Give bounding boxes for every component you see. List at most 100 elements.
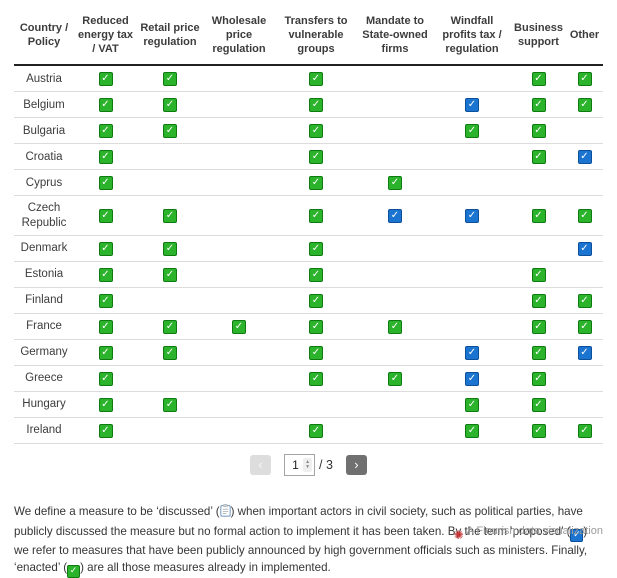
policy-cell: ✓ [74,117,137,145]
policy-cell: ✓ [433,195,511,236]
policy-cell [357,91,433,119]
page-number-input[interactable]: 1 ▲ ▼ [284,453,316,476]
enacted-check-icon: ✓ [98,267,113,282]
enacted-check-icon: ✓ [465,397,479,412]
enacted-check-icon: ✓ [309,241,323,256]
policy-cell: ✓ [566,287,603,314]
policy-cell: ✓ [74,417,137,444]
policy-cell: ✓ [74,65,137,93]
enacted-check-icon: ✓ [309,293,323,308]
next-page-button[interactable]: › [345,454,367,475]
proposed-check-icon: ✓ [577,345,592,360]
enacted-check-icon: ✓ [388,371,402,386]
table-row: Denmark ✓ ✓ ✓ ✓ [14,235,603,262]
enacted-check-icon: ✓ [98,423,113,438]
enacted-check-icon: ✓ [163,267,177,282]
enacted-check-icon: ✓ [531,397,546,412]
enacted-check-icon: ✓ [309,423,323,438]
page-number-value: 1 [292,457,299,472]
enacted-check-icon: ✓ [309,176,323,191]
table-row: Finland ✓ ✓ ✓ ✓ [14,287,603,314]
enacted-check-icon: ✓ [98,98,113,113]
policy-cell [203,287,275,314]
policy-cell: ✓ [137,235,203,262]
policy-cell: ✓ [275,195,357,236]
policy-cell: ✓ [275,143,357,171]
enacted-check-icon: ✓ [531,209,546,224]
country-cell: France [14,313,74,340]
enacted-check-icon: ✓ [309,209,323,224]
enacted-check-icon: ✓ [577,98,592,113]
country-cell: Czech Republic [14,195,74,236]
policy-cell: ✓ [275,313,357,340]
column-header: Reduced energy tax / VAT [74,8,137,67]
column-header: Wholesale price regulation [203,8,275,67]
enacted-check-icon: ✓ [98,241,113,256]
policy-cell: ✓ [433,339,511,366]
enacted-check-icon: ✓ [388,319,402,334]
enacted-check-icon: ✓ [531,267,546,282]
page-total-label: / 3 [319,457,333,472]
policy-cell: ✓ [566,91,603,119]
policy-cell: ✓ [74,195,137,236]
policy-cell [203,169,275,197]
enacted-check-icon: ✓ [163,319,177,334]
enacted-check-icon: ✓ [309,98,323,113]
policy-cell [566,261,603,288]
policy-cell: ✓ [137,65,203,93]
policy-cell: ✓ [566,417,603,444]
flourish-credit-text: A Flourish data visualization [466,525,603,537]
country-cell: Ireland [14,417,74,444]
number-spinner-icon[interactable]: ▲ ▼ [303,457,313,472]
enacted-check-icon: ✓ [98,150,113,165]
policy-cell: ✓ [137,339,203,366]
proposed-check-icon: ✓ [465,98,479,113]
policy-cell: ✓ [357,313,433,340]
policy-cell: ✓ [566,235,603,262]
policy-cell [357,417,433,444]
policy-cell: ✓ [357,169,433,197]
enacted-check-icon: ✓ [465,423,479,438]
policy-cell [433,235,511,262]
enacted-check-icon: ✓ [232,319,246,334]
policy-cell: ✓ [511,417,566,444]
enacted-check-icon: ✓ [309,267,323,282]
policy-cell: ✓ [137,91,203,119]
enacted-check-icon: ✓ [531,72,546,87]
enacted-check-icon: ✓ [577,293,592,308]
enacted-check-icon: ✓ [388,176,402,191]
enacted-check-icon: ✓ [531,345,546,360]
pagination: ‹ 1 ▲ ▼ / 3 › [14,453,603,476]
column-header: Business support [511,8,566,67]
policy-cell [433,287,511,314]
policy-cell: ✓ [74,391,137,418]
policy-cell: ✓ [357,195,433,236]
policy-cell [137,417,203,444]
enacted-check-icon: ✓ [98,319,113,334]
policy-cell: ✓ [433,117,511,145]
enacted-check-icon: ✓ [531,98,546,113]
table-row: Estonia ✓ ✓ ✓ ✓ [14,261,603,288]
policy-cell: ✓ [566,339,603,366]
policy-cell [357,287,433,314]
policy-cell [357,235,433,262]
policy-cell: ✓ [511,261,566,288]
policy-cell: ✓ [511,339,566,366]
flourish-credit-link[interactable]: ✺ A Flourish data visualization [454,523,603,542]
policy-cell: ✓ [566,313,603,340]
enacted-check-icon: ✓ [163,241,177,256]
policy-cell: ✓ [511,143,566,171]
prev-page-button[interactable]: ‹ [250,454,272,475]
policy-cell [433,313,511,340]
enacted-check-icon: ✓ [309,319,323,334]
enacted-check-icon: ✓ [98,176,113,191]
enacted-check-icon: ✓ [67,565,81,578]
country-cell: Finland [14,287,74,314]
enacted-check-icon: ✓ [163,124,177,139]
enacted-check-icon: ✓ [309,124,323,139]
policy-cell: ✓ [511,313,566,340]
legend-footnote: We define a measure to be ‘discussed’ ()… [14,503,603,578]
policy-cell: ✓ [275,65,357,93]
policy-cell: ✓ [137,195,203,236]
policy-cell [203,339,275,366]
